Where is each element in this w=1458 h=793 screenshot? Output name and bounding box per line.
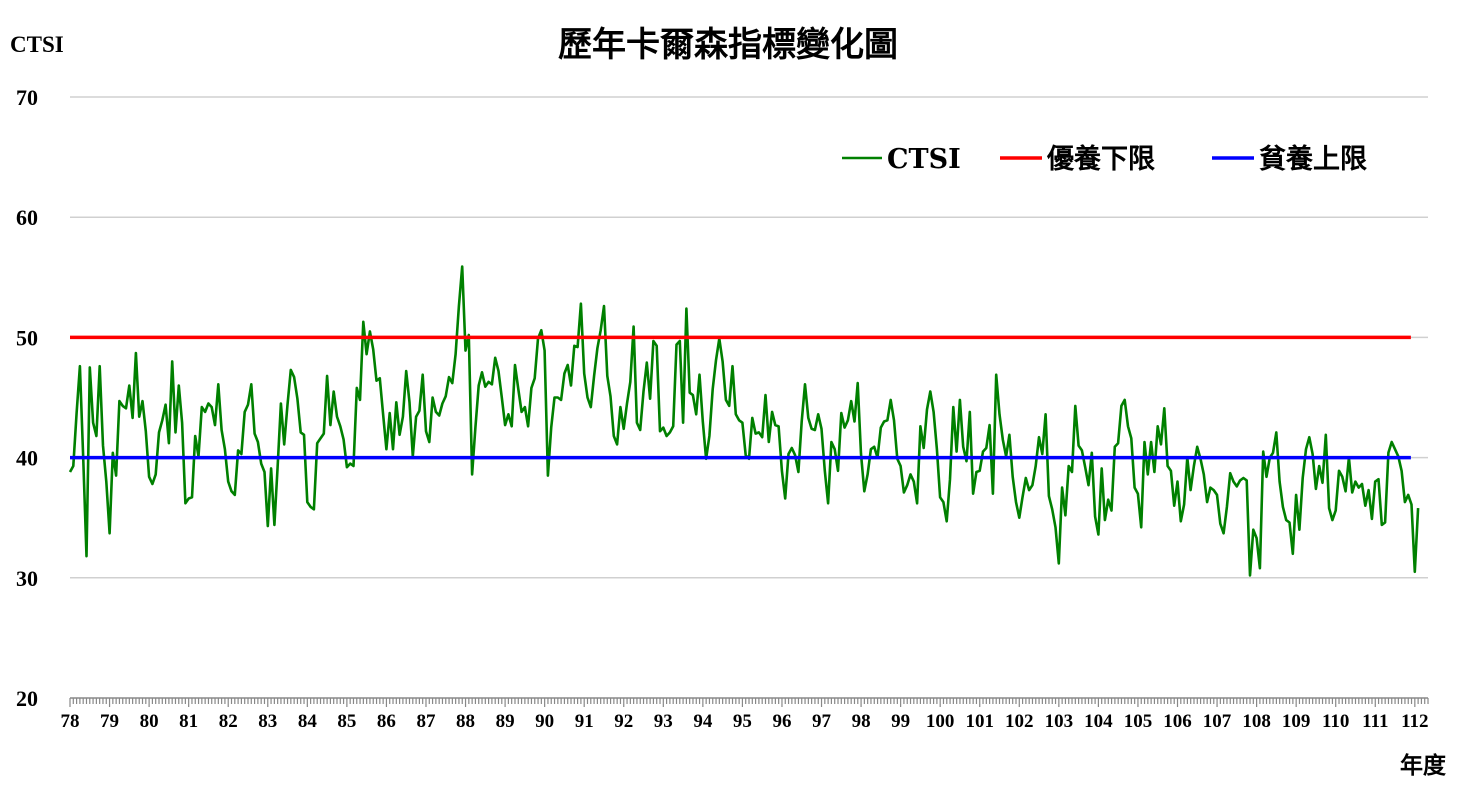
x-tick-label-82: 82 bbox=[219, 711, 238, 732]
x-tick-label-98: 98 bbox=[852, 711, 871, 732]
legend-label-2: 貧養上限 bbox=[1259, 143, 1367, 175]
x-tick-label-110: 110 bbox=[1322, 711, 1349, 732]
x-tick-label-104: 104 bbox=[1084, 711, 1113, 732]
legend-label-0: CTSI bbox=[887, 144, 961, 175]
x-tick-label-100: 100 bbox=[926, 711, 955, 732]
x-tick-label-81: 81 bbox=[179, 711, 198, 732]
x-tick-label-78: 78 bbox=[61, 711, 80, 732]
x-tick-label-90: 90 bbox=[535, 711, 554, 732]
x-tick-label-79: 79 bbox=[100, 711, 119, 732]
legend-label-1: 優養下限 bbox=[1046, 143, 1155, 175]
chart-title: 歷年卡爾森指標變化圖 bbox=[558, 25, 898, 65]
x-tick-label-92: 92 bbox=[614, 711, 633, 732]
y-tick-label-20: 20 bbox=[16, 686, 38, 711]
y-tick-label-30: 30 bbox=[16, 566, 38, 591]
x-tick-label-84: 84 bbox=[298, 711, 318, 732]
x-axis: 78 79 80 81 82 83 84 85 86 87 88 89 90 91 92 93 94 95 96 97… bbox=[61, 697, 1429, 732]
x-tick-label-96: 96 bbox=[772, 711, 791, 732]
y-axis-label: CTSI bbox=[10, 32, 64, 57]
x-tick-label-86: 86 bbox=[377, 711, 396, 732]
x-tick-label-93: 93 bbox=[654, 711, 673, 732]
x-tick-label-87: 87 bbox=[416, 711, 436, 732]
y-tick-label-50: 50 bbox=[16, 325, 38, 350]
x-tick-label-97: 97 bbox=[812, 711, 832, 732]
x-tick-label-88: 88 bbox=[456, 711, 475, 732]
x-tick-label-91: 91 bbox=[575, 711, 594, 732]
x-tick-label-105: 105 bbox=[1124, 711, 1153, 732]
x-tick-label-111: 111 bbox=[1362, 711, 1388, 732]
x-tick-label-101: 101 bbox=[965, 711, 994, 732]
x-tick-label-85: 85 bbox=[337, 711, 356, 732]
x-axis-label: 年度 bbox=[1400, 752, 1447, 779]
x-tick-label-109: 109 bbox=[1282, 711, 1311, 732]
x-tick-label-99: 99 bbox=[891, 711, 910, 732]
y-tick-label-40: 40 bbox=[16, 446, 38, 471]
x-tick-label-83: 83 bbox=[258, 711, 277, 732]
x-tick-label-103: 103 bbox=[1045, 711, 1074, 732]
series-group bbox=[68, 265, 1420, 577]
x-tick-label-108: 108 bbox=[1242, 711, 1271, 732]
series-line-ctsi bbox=[68, 265, 1420, 577]
x-tick-label-94: 94 bbox=[693, 711, 713, 732]
x-tick-label-95: 95 bbox=[733, 711, 752, 732]
x-tick-label-80: 80 bbox=[140, 711, 159, 732]
x-tick-label-107: 107 bbox=[1203, 711, 1232, 732]
y-tick-label-70: 70 bbox=[16, 85, 38, 110]
x-tick-label-89: 89 bbox=[496, 711, 515, 732]
x-tick-label-102: 102 bbox=[1005, 711, 1034, 732]
x-tick-label-112: 112 bbox=[1401, 711, 1428, 732]
y-tick-label-60: 60 bbox=[16, 205, 38, 230]
legend: CTSI 優養下限 貧養上限 bbox=[842, 143, 1367, 175]
y-tick-labels: 20 30 40 50 60 70 bbox=[16, 85, 38, 711]
x-tick-label-106: 106 bbox=[1163, 711, 1192, 732]
